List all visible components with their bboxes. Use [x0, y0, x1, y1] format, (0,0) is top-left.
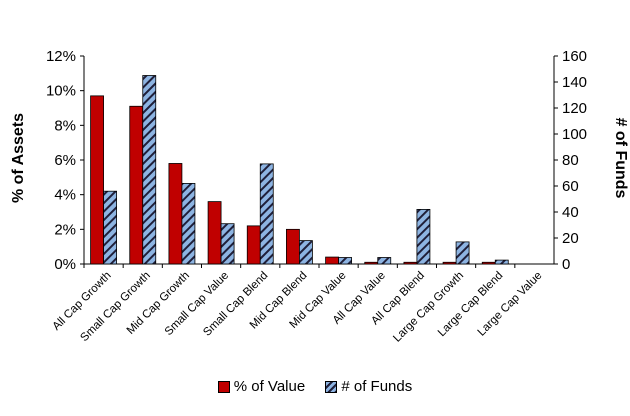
category-label: Large Cap Growth — [391, 270, 466, 345]
y-tick-label: 6% — [54, 152, 76, 169]
bar-pct-value — [129, 105, 144, 265]
bar-pct-value — [325, 256, 339, 265]
y2-tick-label: 100 — [562, 126, 587, 143]
bar-pct-value — [442, 261, 457, 265]
y2-tick-label: 60 — [562, 178, 579, 195]
legend: % of Value # of Funds — [0, 378, 630, 397]
legend-label-funds: # of Funds — [341, 378, 413, 395]
y2-axis-title: # of Funds — [612, 118, 629, 199]
y2-tick-label: 120 — [562, 100, 587, 117]
bar-num-funds — [103, 190, 117, 265]
bar-num-funds — [377, 257, 392, 265]
y-tick-label: 2% — [54, 221, 76, 238]
bar-pct-value — [246, 225, 261, 265]
bar-num-funds — [338, 257, 352, 265]
bar-pct-value — [364, 261, 379, 265]
y-tick-label: 8% — [54, 117, 76, 134]
y2-tick-label: 140 — [562, 74, 587, 91]
bar-pct-value — [168, 163, 183, 265]
plot-area: 0%2%4%6%8%10%12%020406080100120140160All… — [46, 48, 587, 345]
y2-tick-label: 80 — [562, 152, 579, 169]
y2-tick-label: 40 — [562, 204, 579, 221]
bar-pct-value — [207, 201, 222, 265]
legend-item-value: % of Value — [217, 378, 306, 395]
y-axis-title: % of Assets — [10, 113, 27, 203]
legend-swatch-funds — [325, 380, 338, 393]
legend-item-funds: # of Funds — [325, 378, 412, 395]
y-tick-label: 12% — [46, 48, 76, 65]
category-label: Small Cap Growth — [78, 270, 152, 344]
y-tick-label: 10% — [46, 83, 76, 100]
bar-num-funds — [455, 241, 470, 265]
bar-num-funds — [220, 223, 235, 265]
bar-num-funds — [299, 240, 313, 265]
bar-num-funds — [494, 259, 509, 265]
bar-pct-value — [286, 228, 300, 265]
bar-pct-value — [481, 261, 496, 265]
bar-pct-value — [90, 95, 104, 265]
y-tick-label: 4% — [54, 187, 76, 204]
bar-num-funds — [259, 163, 274, 265]
bar-num-funds — [416, 208, 431, 265]
y2-tick-label: 20 — [562, 230, 579, 247]
y2-tick-label: 160 — [562, 48, 587, 65]
bar-num-funds — [142, 75, 157, 265]
y-tick-label: 0% — [54, 256, 76, 273]
y2-tick-label: 0 — [562, 256, 570, 273]
bar-num-funds — [181, 182, 196, 265]
legend-swatch-value — [217, 380, 230, 393]
bar-pct-value — [403, 261, 418, 265]
legend-label-value: % of Value — [233, 378, 306, 395]
